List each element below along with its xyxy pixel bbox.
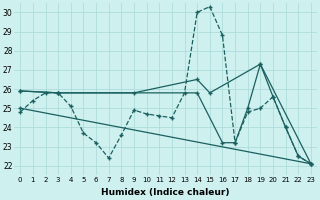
X-axis label: Humidex (Indice chaleur): Humidex (Indice chaleur) (101, 188, 230, 197)
